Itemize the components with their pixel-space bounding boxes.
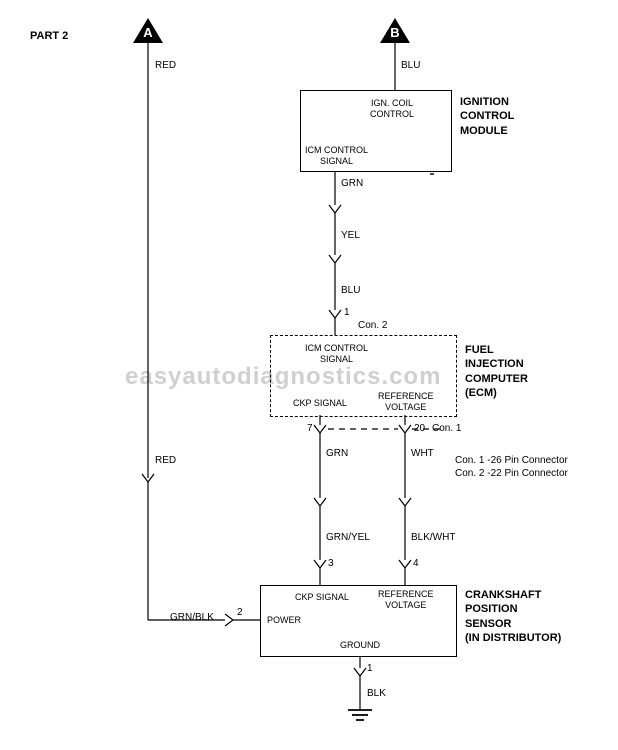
cps-tl-text: CKP SIGNAL — [295, 592, 349, 603]
con-note2: Con. 2 -22 Pin Connector — [455, 468, 568, 479]
pin-ecm-top: 1 — [344, 307, 350, 318]
con1-label: Con. 1 — [432, 423, 461, 434]
cps-title: CRANKSHAFT POSITION SENSOR (IN DISTRIBUT… — [465, 588, 561, 645]
cps-tr-text-span: REFERENCE VOLTAGE — [378, 589, 434, 611]
ecm-br-text-span: REFERENCE VOLTAGE — [378, 391, 434, 413]
wire-a-red-mid: RED — [155, 455, 176, 466]
cps-bottom-text: GROUND — [340, 640, 380, 651]
icm-bottom-text-span: ICM CONTROL SIGNAL — [305, 145, 368, 167]
svg-text:A: A — [143, 25, 153, 40]
cps-left-text: POWER — [267, 615, 301, 626]
icm-top-text: IGN. COIL CONTROL — [370, 98, 414, 120]
icm-bottom-text: ICM CONTROL SIGNAL — [305, 145, 368, 167]
wire-ground-blk: BLK — [367, 688, 386, 699]
wire-cps-blkwht: BLK/WHT — [411, 532, 455, 543]
svg-text:B: B — [390, 25, 399, 40]
wire-icm-blu: BLU — [341, 285, 360, 296]
con-note1: Con. 1 -26 Pin Connector — [455, 455, 568, 466]
icm-top-text-span: IGN. COIL CONTROL — [370, 98, 414, 120]
wire-a-grnblk: GRN/BLK — [170, 612, 214, 623]
pin-ground: 1 — [367, 663, 373, 674]
pin-ecm-br: 20 — [414, 423, 425, 434]
wire-cps-grnyel: GRN/YEL — [326, 532, 370, 543]
ecm-bl-text: CKP SIGNAL — [293, 398, 347, 409]
pin-cps-right: 4 — [413, 558, 419, 569]
pin-cps-power: 2 — [237, 607, 243, 618]
wire-a-red-top: RED — [155, 60, 176, 71]
ecm-br-text: REFERENCE VOLTAGE — [378, 391, 434, 413]
ecm-title: FUEL INJECTION COMPUTER (ECM) — [465, 343, 528, 400]
ecm-top-text-span: ICM CONTROL SIGNAL — [305, 343, 368, 365]
pin-cps-left: 3 — [328, 558, 334, 569]
ecm-top-text: ICM CONTROL SIGNAL — [305, 343, 368, 365]
con2-label: Con. 2 — [358, 320, 387, 331]
wire-ecm-grn: GRN — [326, 448, 348, 459]
wire-b-blu: BLU — [401, 60, 420, 71]
cps-tr-text: REFERENCE VOLTAGE — [378, 589, 434, 611]
icm-title: IGNITION CONTROL MODULE — [460, 95, 514, 138]
wire-icm-yel: YEL — [341, 230, 360, 241]
pin-ecm-bl: 7 — [307, 423, 313, 434]
wire-icm-grn: GRN — [341, 178, 363, 189]
wire-ecm-wht: WHT — [411, 448, 434, 459]
